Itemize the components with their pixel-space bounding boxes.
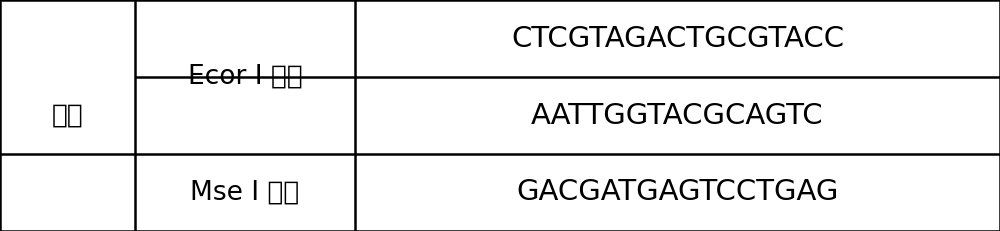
Text: CTCGTAGACTGCGTACC: CTCGTAGACTGCGTACC	[511, 24, 844, 52]
Text: Ecor I 接头: Ecor I 接头	[188, 64, 302, 90]
Text: GACGATGAGTCCTGAG: GACGATGAGTCCTGAG	[516, 179, 839, 207]
Text: AATTGGTACGCAGTC: AATTGGTACGCAGTC	[531, 101, 824, 130]
Text: Mse I 接头: Mse I 接头	[190, 179, 300, 206]
Text: 接头: 接头	[52, 103, 83, 128]
